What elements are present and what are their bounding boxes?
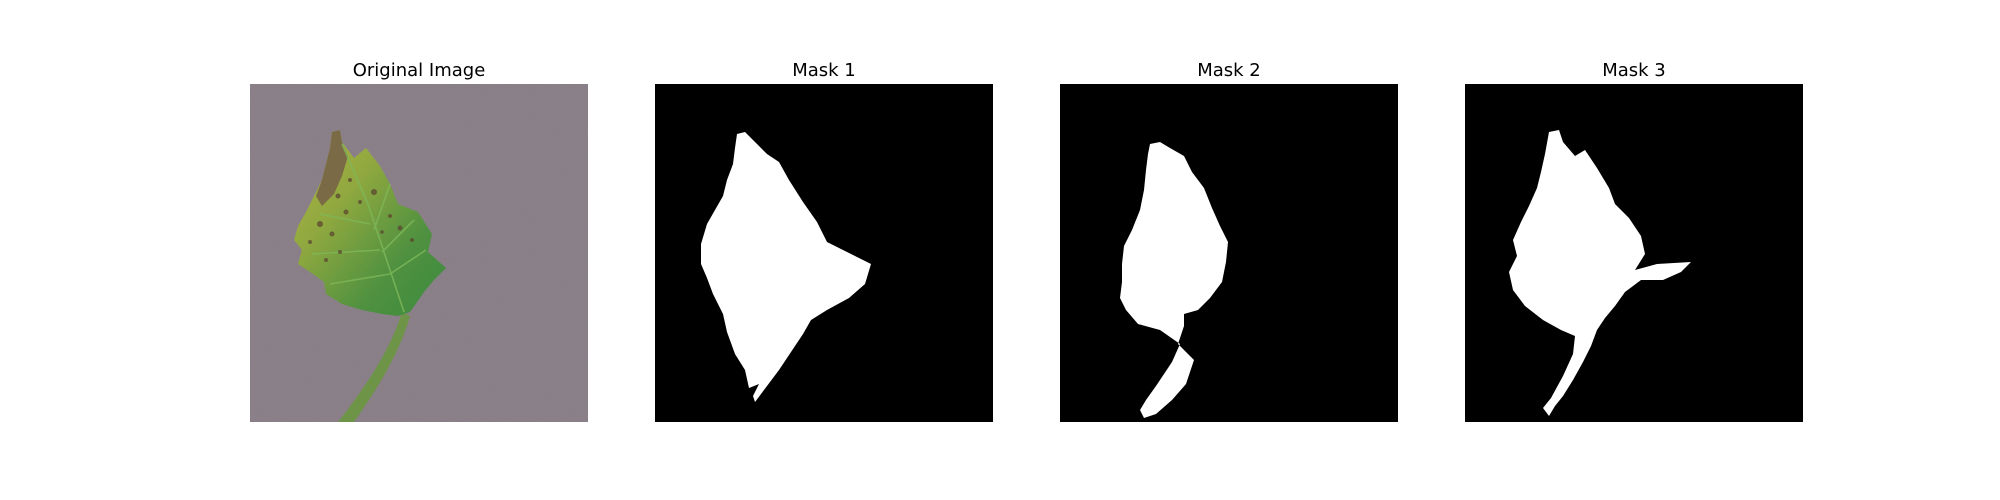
mask-3-panel: Mask 3 [1465, 58, 1803, 422]
panel-title: Mask 2 [1060, 58, 1398, 84]
mask-1-image [655, 84, 993, 422]
panel-title: Original Image [250, 58, 588, 84]
mask-1-panel: Mask 1 [655, 58, 993, 422]
mask-2-panel: Mask 2 [1060, 58, 1398, 422]
panel-title: Mask 3 [1465, 58, 1803, 84]
original-image-panel: Original Image [250, 58, 588, 422]
original-leaf-image [250, 84, 588, 422]
mask-2-image [1060, 84, 1398, 422]
panel-title: Mask 1 [655, 58, 993, 84]
mask-3-image [1465, 84, 1803, 422]
